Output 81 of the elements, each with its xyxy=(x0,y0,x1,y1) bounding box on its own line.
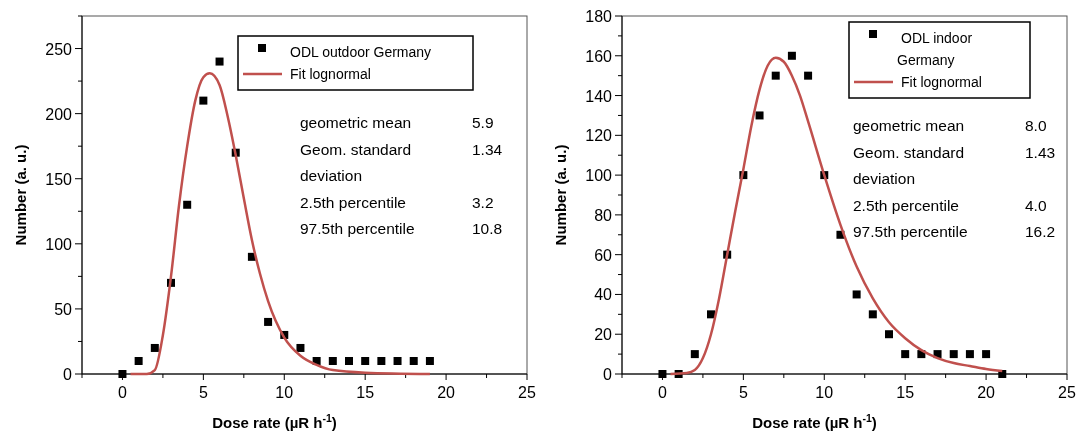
x-tick-label: 5 xyxy=(738,384,748,401)
annotation: Geom. standard deviation xyxy=(853,143,965,187)
annotation: 3.2 xyxy=(472,193,494,211)
y-tick-label: 100 xyxy=(585,167,613,185)
point xyxy=(361,356,370,365)
point xyxy=(425,356,434,365)
point xyxy=(296,343,305,352)
annotation: geometric mean xyxy=(853,117,965,134)
point xyxy=(885,330,893,339)
point xyxy=(118,370,127,378)
y-tick-label: 180 xyxy=(585,8,613,25)
point xyxy=(690,350,699,359)
legend-label: ODL outdoor Germany xyxy=(290,44,432,60)
point xyxy=(345,356,353,365)
point xyxy=(658,370,667,378)
x-tick-label: 10 xyxy=(275,384,294,401)
y-axis-title: Number (a. u.) xyxy=(12,144,29,246)
point xyxy=(409,356,418,365)
point xyxy=(150,343,159,352)
y-tick-label: 0 xyxy=(63,366,73,383)
legend-label: Fit lognormal xyxy=(901,74,982,90)
annotation: 10.8 xyxy=(472,220,503,237)
x-tick-label: 5 xyxy=(198,384,208,401)
x-tick-label: 15 xyxy=(356,384,375,401)
y-tick-label: 160 xyxy=(585,47,613,65)
point xyxy=(215,57,224,66)
y-tick-label: 0 xyxy=(603,366,613,383)
x-tick-label: 15 xyxy=(896,384,915,401)
point xyxy=(328,356,337,365)
annotation: Geom. standard deviation xyxy=(300,140,412,184)
point xyxy=(982,350,991,359)
y-tick-label: 120 xyxy=(585,127,613,145)
annotation: 2.5th percentile xyxy=(853,196,959,214)
point xyxy=(264,317,273,326)
point xyxy=(771,71,780,80)
annotation: 1.43 xyxy=(1025,143,1056,161)
annotation: 97.5th percentile xyxy=(853,223,968,240)
point xyxy=(755,111,764,120)
point xyxy=(199,96,208,105)
x-axis-title: Dose rate (µR h$^{-1}$) xyxy=(212,412,337,431)
y-axis-title: Number (a. u.) xyxy=(552,144,569,246)
point xyxy=(377,356,386,365)
annotation: 97.5th percentile xyxy=(300,220,415,237)
point xyxy=(965,350,974,359)
point xyxy=(707,310,715,319)
annotation: 4.0 xyxy=(1025,196,1047,214)
y-tick-label: 80 xyxy=(594,206,613,224)
point xyxy=(949,350,958,359)
x-tick-label: 0 xyxy=(658,384,667,401)
point xyxy=(787,51,796,60)
x-axis-title: Dose rate (µR h$^{-1}$) xyxy=(752,412,877,431)
x-tick-label: 20 xyxy=(437,384,456,401)
annotation: 1.34 xyxy=(472,140,503,158)
legend-label: ODL indoor Germany xyxy=(897,30,973,68)
x-tick-label: 25 xyxy=(1058,384,1076,401)
y-tick-label: 200 xyxy=(45,105,73,123)
x-tick-label: 25 xyxy=(518,384,536,401)
legend-label: Fit lognormal xyxy=(290,66,371,82)
point xyxy=(852,290,861,299)
y-tick-label: 100 xyxy=(45,235,73,253)
point xyxy=(804,71,813,80)
x-tick-label: 10 xyxy=(815,384,834,401)
y-tick-label: 40 xyxy=(594,286,613,304)
annotation: geometric mean xyxy=(300,114,412,131)
x-tick-label: 20 xyxy=(977,384,996,401)
annotation: 16.2 xyxy=(1025,223,1056,240)
y-tick-label: 140 xyxy=(585,87,613,105)
y-tick-label: 60 xyxy=(594,246,613,264)
y-tick-label: 150 xyxy=(45,170,73,188)
point xyxy=(868,310,877,319)
annotation: 5.9 xyxy=(472,114,494,131)
y-tick-label: 20 xyxy=(594,326,613,344)
y-tick-label: 50 xyxy=(54,300,73,318)
annotation: 2.5th percentile xyxy=(300,193,406,211)
point xyxy=(134,356,143,365)
y-tick-label: 250 xyxy=(45,40,73,58)
point xyxy=(393,356,402,365)
point xyxy=(901,350,910,359)
annotation: 8.0 xyxy=(1025,117,1047,134)
x-tick-label: 0 xyxy=(118,384,127,401)
point xyxy=(183,200,192,209)
